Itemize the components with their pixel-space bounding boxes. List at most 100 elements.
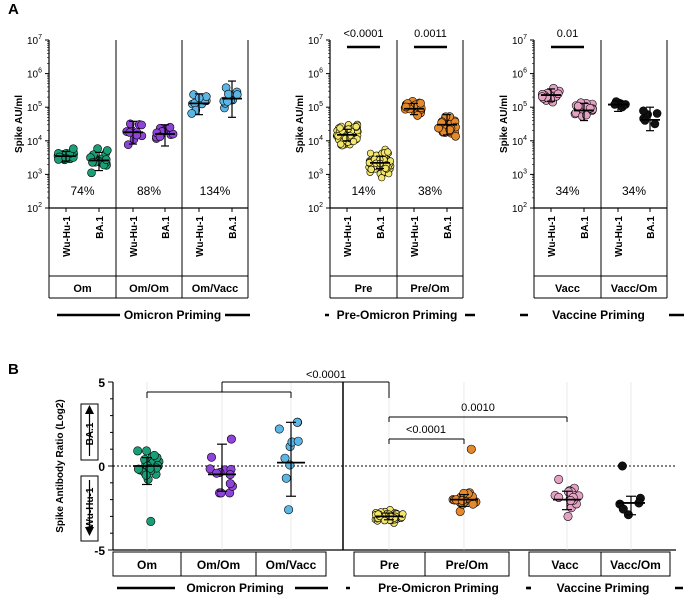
series-om (133, 446, 164, 526)
percent-label: 34% (622, 184, 646, 198)
percent-label: 134% (200, 184, 231, 198)
series-vacc-om-ba-1 (639, 106, 662, 132)
x-tick-label: Wu-Hu-1 (547, 216, 558, 257)
data-point (413, 111, 422, 120)
x-tick-label: Wu-Hu-1 (129, 216, 140, 257)
percent-label: 38% (418, 184, 442, 198)
x-tick-label: Wu-Hu-1 (410, 216, 421, 257)
y-tick-label: 107 (512, 34, 527, 47)
data-point (445, 125, 455, 135)
data-point (142, 446, 152, 456)
data-point (134, 464, 144, 474)
data-point (149, 450, 159, 460)
data-point (103, 146, 112, 155)
pvalue-label: <0.0001 (306, 369, 346, 381)
data-point (650, 119, 660, 129)
y-axis-label: Spike AU/ml (499, 95, 510, 153)
group-label-om-om: Om/Om (129, 283, 169, 295)
priming-group: Vaccine Priming (526, 581, 683, 595)
group-label: Om/Om (197, 558, 240, 572)
pvalue-label: 0.01 (557, 28, 578, 40)
data-point (212, 468, 222, 478)
panel-a-block-1: 107 106 105 104 103 102 Spike AU/ml Om 74% Om/Om 8… (14, 34, 250, 322)
group-label: Pre/Om (446, 558, 489, 572)
group-box-om-om: Om/Om (180, 551, 257, 577)
ba1-arrow-box: BA.1 (80, 403, 99, 461)
y-tick-label: 103 (512, 168, 527, 181)
panel-b: B 5 0 -5 Spike Antibody Ratio (Log2) BA.1 Wu-H… (8, 361, 683, 595)
data-point (337, 140, 345, 148)
group-box-vacc: Vacc (528, 551, 602, 577)
series-pre-wu-hu-1 (332, 120, 362, 150)
pvalue-label: <0.0001 (343, 28, 383, 40)
y-tick-label: 102 (308, 202, 323, 215)
group-label: Vacc (551, 558, 579, 572)
data-point (618, 504, 628, 514)
data-point (451, 132, 460, 141)
x-tick-label: Wu-Hu-1 (343, 216, 354, 257)
percent-label: 88% (137, 184, 161, 198)
data-point (617, 461, 627, 471)
series-om-om (205, 434, 238, 498)
series-om-wu-hu-1 (53, 144, 78, 165)
pvalue-label: <0.0001 (406, 424, 446, 436)
x-tick-label: Wu-Hu-1 (614, 216, 625, 257)
group-label-vacc-om: Vacc/Om (611, 283, 658, 295)
series-pre-om-wu-hu-1 (400, 97, 426, 120)
x-tick-label: BA.1 (443, 216, 454, 239)
y-tick-label: 105 (512, 101, 527, 114)
y-tick-label: 102 (512, 202, 527, 215)
data-point (367, 165, 375, 173)
series-om-om-wu-hu-1 (122, 119, 147, 149)
data-point (553, 89, 563, 99)
group-label-pre-om: Pre/Om (410, 283, 449, 295)
series-vacc-ba-1 (570, 98, 597, 122)
y-axis-label: Spike Antibody Ratio (Log2) (55, 399, 66, 533)
panel-a-block-3: 107 106 105 104 103 102 Spike AU/ml Vacc 34% Vacc… (499, 34, 684, 322)
data-point (133, 446, 143, 456)
priming-label: Pre-Omicron Priming (337, 308, 458, 322)
data-point (216, 488, 226, 498)
x-tick-label: Wu-Hu-1 (62, 216, 73, 257)
panel-a: A 107 106 105 104 103 102 Spike AU/ml Om 74% Om/Om… (8, 1, 684, 322)
series-vacc-wu-hu-1 (537, 83, 564, 107)
series-om-vacc (274, 417, 305, 515)
y-tick-label: 107 (308, 34, 323, 47)
y-tick-label: 105 (308, 101, 323, 114)
data-point (334, 132, 342, 140)
panel-b-label: B (8, 361, 19, 378)
data-point (352, 122, 360, 131)
data-point (380, 516, 389, 525)
priming-label: Omicron Priming (186, 581, 283, 595)
percent-label: 14% (351, 184, 375, 198)
data-point (537, 92, 547, 101)
panel-a-label: A (8, 1, 19, 18)
group-box-pre-om: Pre/Om (424, 551, 510, 577)
series-pre-ba-1 (365, 145, 395, 182)
x-tick-label: BA.1 (228, 216, 239, 239)
data-point (226, 434, 236, 444)
arrow-box-frame (80, 475, 99, 542)
y-tick-label: 106 (27, 68, 42, 81)
pvalue-annotation: <0.0001 (343, 28, 384, 49)
y-tick-label: 107 (27, 34, 42, 47)
group-box-om-vacc: Om/Vacc (255, 551, 327, 577)
y-tick-label: 103 (308, 168, 323, 181)
group-label-om: Om (73, 283, 92, 295)
group-label: Om (137, 558, 157, 572)
group-label: Vacc/Om (610, 558, 661, 572)
data-point (88, 158, 97, 167)
pvalue-annotation: 0.0011 (414, 28, 447, 49)
group-box-frame (424, 551, 510, 577)
data-point (202, 92, 211, 101)
data-point (141, 470, 151, 480)
percent-label: 74% (70, 184, 94, 198)
group-label-om-vacc: Om/Vacc (192, 283, 238, 295)
priming-group: Omicron Priming (117, 581, 328, 595)
priming-label: Vaccine Priming (552, 308, 645, 322)
series-om-om-ba-1 (152, 122, 178, 147)
series-om-vacc-wu-hu-1 (187, 90, 211, 118)
data-point (563, 511, 573, 521)
group-box-frame (600, 551, 671, 577)
y-tick-label: 5 (98, 376, 105, 390)
